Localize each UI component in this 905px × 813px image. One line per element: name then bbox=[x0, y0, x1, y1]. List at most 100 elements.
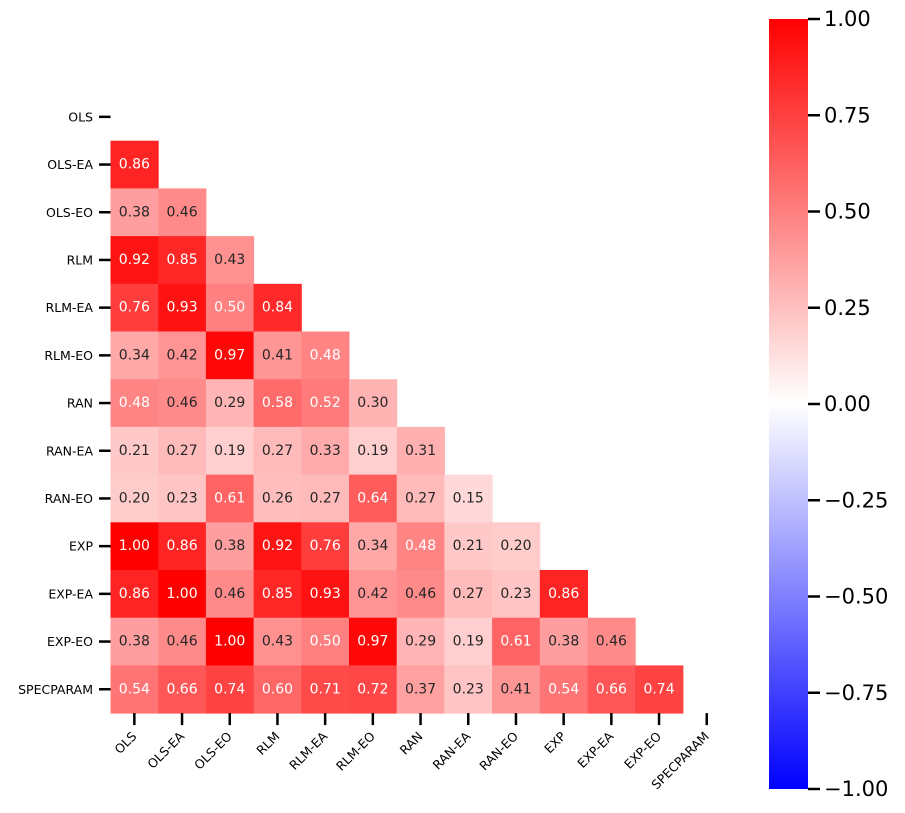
cell-label: 0.34 bbox=[357, 538, 388, 554]
cell-label: 0.76 bbox=[310, 538, 341, 554]
cell-label: 0.41 bbox=[500, 681, 531, 697]
heatmap-cell bbox=[110, 570, 159, 619]
cell-label: 0.93 bbox=[166, 300, 197, 316]
cell-label: 0.19 bbox=[453, 634, 484, 650]
heatmap-cell bbox=[492, 570, 541, 619]
x-tick-label: OLS-EA bbox=[144, 728, 187, 771]
cell-label: 0.84 bbox=[262, 300, 293, 316]
cell-label: 0.19 bbox=[214, 443, 245, 459]
cell-label: 0.48 bbox=[310, 347, 341, 363]
heatmap-cell bbox=[205, 426, 255, 476]
cell-label: 0.46 bbox=[214, 586, 245, 602]
cell-label: 0.46 bbox=[166, 204, 197, 220]
colorbar-tick-label: −0.25 bbox=[824, 488, 888, 512]
cell-label: 1.00 bbox=[119, 538, 150, 554]
colorbar-tick-label: −0.50 bbox=[824, 585, 888, 609]
cell-label: 0.72 bbox=[357, 681, 388, 697]
cell-label: 0.54 bbox=[548, 681, 579, 697]
cell-label: 0.41 bbox=[262, 347, 293, 363]
x-tick-label: OLS bbox=[111, 729, 139, 757]
cell-label: 0.27 bbox=[453, 586, 484, 602]
heatmap-cell bbox=[253, 665, 302, 714]
heatmap-cell bbox=[539, 570, 588, 619]
heatmap-cell bbox=[301, 570, 350, 619]
heatmap-cell bbox=[110, 665, 159, 714]
heatmap-cell bbox=[158, 331, 207, 380]
heatmap-cell bbox=[158, 522, 207, 571]
heatmap-cell bbox=[253, 426, 302, 476]
colorbar-gradient bbox=[769, 19, 808, 789]
x-tick-label: RAN-EA bbox=[429, 728, 473, 772]
y-tick-label: RAN-EA bbox=[46, 443, 93, 458]
heatmap-cell bbox=[158, 570, 207, 619]
heatmap-cell bbox=[110, 140, 159, 189]
cell-label: 0.52 bbox=[310, 395, 341, 411]
cell-label: 0.50 bbox=[310, 634, 341, 650]
heatmap-cell bbox=[205, 522, 255, 571]
cell-label: 0.23 bbox=[166, 490, 197, 506]
heatmap-cell bbox=[253, 617, 302, 666]
heatmap-cell bbox=[301, 522, 350, 571]
heatmap-cell bbox=[301, 665, 350, 714]
cell-label: 0.27 bbox=[405, 490, 436, 506]
cell-label: 0.42 bbox=[357, 586, 388, 602]
x-tick-label: EXP-EO bbox=[621, 729, 664, 772]
heatmap-cell bbox=[205, 236, 255, 285]
cell-label: 0.66 bbox=[596, 681, 627, 697]
x-tick-label: OLS-EO bbox=[191, 729, 235, 773]
heatmap-cell bbox=[396, 665, 445, 714]
heatmap-cell bbox=[205, 331, 255, 380]
heatmap-cell bbox=[301, 474, 350, 523]
cell-label: 0.86 bbox=[166, 538, 197, 554]
cell-label: 0.23 bbox=[500, 586, 531, 602]
cell-label: 0.61 bbox=[500, 634, 531, 650]
heatmap-cell bbox=[253, 474, 302, 523]
heatmap-cell bbox=[492, 665, 541, 714]
colorbar-tick-label: 0.00 bbox=[824, 392, 871, 416]
heatmap-cell bbox=[301, 426, 350, 476]
colorbar-tick-label: 0.25 bbox=[824, 296, 871, 320]
colorbar-tick-label: −1.00 bbox=[824, 777, 888, 801]
cell-label: 0.48 bbox=[405, 538, 436, 554]
cell-label: 0.60 bbox=[262, 681, 293, 697]
heatmap-cell bbox=[205, 665, 255, 714]
heatmap-cell bbox=[349, 570, 398, 619]
cell-label: 0.42 bbox=[166, 347, 197, 363]
cell-label: 0.38 bbox=[214, 538, 245, 554]
heatmap-cell bbox=[253, 570, 302, 619]
heatmap-cell bbox=[396, 474, 445, 523]
cell-label: 0.58 bbox=[262, 395, 293, 411]
heatmap-cell bbox=[444, 665, 493, 714]
cell-label: 0.46 bbox=[596, 634, 627, 650]
y-tick-label: RAN bbox=[67, 396, 93, 411]
heatmap-cell bbox=[110, 426, 159, 476]
heatmap-cell bbox=[349, 379, 398, 428]
cell-label: 0.33 bbox=[310, 443, 341, 459]
heatmap-cell bbox=[158, 426, 207, 476]
heatmap-cell bbox=[444, 522, 493, 571]
cell-label: 0.86 bbox=[548, 586, 579, 602]
cell-label: 0.92 bbox=[262, 538, 293, 554]
heatmap-cell bbox=[539, 665, 588, 714]
cell-label: 0.85 bbox=[166, 252, 197, 268]
cell-label: 0.27 bbox=[310, 490, 341, 506]
heatmap-cell bbox=[301, 617, 350, 666]
heatmap-cells: 0.86 0.38 0.46 0.92 0.85 0.43 0.76 0.93 0.50 0.84… bbox=[110, 140, 684, 714]
y-tick-label: EXP-EA bbox=[48, 586, 93, 601]
y-tick-label: RLM-EO bbox=[44, 348, 93, 363]
cell-label: 0.85 bbox=[262, 586, 293, 602]
heatmap-cell bbox=[349, 665, 398, 714]
cell-label: 0.46 bbox=[166, 634, 197, 650]
heatmap-cell bbox=[396, 617, 445, 666]
heatmap-cell bbox=[349, 426, 398, 476]
cell-label: 0.74 bbox=[214, 681, 245, 697]
heatmap-cell bbox=[492, 522, 541, 571]
heatmap-cell bbox=[349, 522, 398, 571]
cell-label: 0.97 bbox=[357, 634, 388, 650]
y-tick-label: SPECPARAM bbox=[18, 682, 93, 697]
heatmap-cell bbox=[110, 474, 159, 523]
heatmap-cell bbox=[349, 474, 398, 523]
heatmap-cell bbox=[205, 570, 255, 619]
heatmap-cell bbox=[539, 617, 588, 666]
cell-label: 0.15 bbox=[453, 490, 484, 506]
